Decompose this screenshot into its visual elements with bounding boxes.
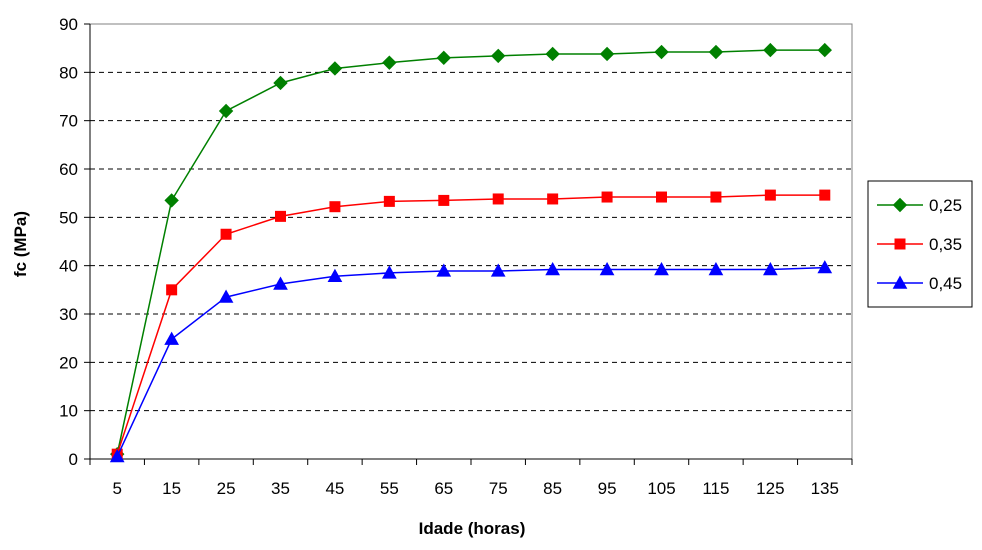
data-point xyxy=(218,103,234,119)
data-point xyxy=(382,55,397,70)
data-point xyxy=(492,193,504,205)
data-point xyxy=(273,276,288,290)
legend-marker xyxy=(894,238,906,250)
series-0 xyxy=(110,42,832,462)
data-point xyxy=(275,210,286,222)
x-tick-label: 45 xyxy=(325,479,344,498)
data-point xyxy=(273,75,288,91)
x-tick-label: 5 xyxy=(112,479,121,498)
y-tick-label: 60 xyxy=(59,160,78,179)
data-point xyxy=(166,284,178,296)
data-point xyxy=(763,262,778,276)
data-point xyxy=(764,189,776,201)
legend-marker xyxy=(892,197,908,213)
data-point xyxy=(218,289,234,303)
x-tick-label: 95 xyxy=(598,479,617,498)
legend: 0,25 0,35 0,45 xyxy=(867,180,973,308)
x-tick-label: 125 xyxy=(756,479,784,498)
y-tick-label: 50 xyxy=(59,208,78,227)
series-lines xyxy=(109,42,833,463)
x-tick-label: 105 xyxy=(647,479,675,498)
x-tick-label: 85 xyxy=(543,479,562,498)
data-point xyxy=(656,191,667,203)
data-point xyxy=(436,263,452,277)
legend-label: 0,45 xyxy=(929,274,962,293)
x-tick-label: 75 xyxy=(489,479,508,498)
y-tick-label: 0 xyxy=(69,450,78,469)
data-point xyxy=(601,191,613,203)
y-tick-label: 90 xyxy=(59,15,78,34)
axes xyxy=(84,23,853,465)
data-point xyxy=(708,262,724,276)
data-point xyxy=(654,44,669,60)
y-tick-label: 80 xyxy=(59,63,78,82)
y-tick-label: 10 xyxy=(59,402,78,421)
data-point xyxy=(819,189,831,201)
x-tick-label: 35 xyxy=(271,479,290,498)
data-point xyxy=(817,260,833,274)
data-point xyxy=(220,228,232,240)
data-point xyxy=(708,44,724,60)
data-point xyxy=(491,48,506,64)
y-tick-label: 30 xyxy=(59,305,78,324)
legend-label: 0,35 xyxy=(929,235,962,254)
x-tick-label: 25 xyxy=(217,479,236,498)
y-tick-label: 20 xyxy=(59,353,78,372)
x-tick-label: 15 xyxy=(162,479,181,498)
data-point xyxy=(490,263,506,277)
legend-marker xyxy=(892,275,908,289)
data-point xyxy=(654,262,669,276)
series-line xyxy=(116,266,825,457)
data-point xyxy=(382,265,397,279)
data-point xyxy=(327,61,343,76)
data-point xyxy=(599,262,615,276)
data-point xyxy=(545,46,560,62)
x-axis-title: Idade (horas) xyxy=(419,519,526,538)
y-tick-label: 40 xyxy=(59,257,78,276)
plot-area-border xyxy=(89,23,853,460)
data-point xyxy=(383,195,395,207)
x-tick-label: 55 xyxy=(380,479,399,498)
data-point xyxy=(109,449,125,463)
x-tick-label: 65 xyxy=(434,479,453,498)
data-point xyxy=(438,194,450,206)
data-point xyxy=(436,50,451,66)
data-point xyxy=(164,193,179,208)
y-tick-label: 70 xyxy=(59,112,78,131)
y-axis-title: fc (MPa) xyxy=(11,211,30,277)
legend-label: 0,25 xyxy=(929,196,962,215)
x-tick-label: 135 xyxy=(811,479,839,498)
series-2 xyxy=(109,260,833,463)
grid-lines xyxy=(90,23,852,412)
tick-labels: 0 10 20 30 40 50 60 70 80 90 5 15 25 35 45 55 65 75 85 95 10… xyxy=(59,15,839,498)
series-1 xyxy=(111,189,831,460)
data-point xyxy=(545,262,560,276)
data-point xyxy=(329,201,341,213)
series-line xyxy=(116,194,825,455)
data-point xyxy=(710,191,722,203)
data-point xyxy=(327,268,343,282)
data-point xyxy=(547,193,559,205)
x-tick-label: 115 xyxy=(702,479,729,498)
data-point xyxy=(763,42,778,58)
data-point xyxy=(817,42,832,58)
series-line xyxy=(116,49,825,455)
data-point xyxy=(164,331,179,345)
data-point xyxy=(599,46,615,62)
